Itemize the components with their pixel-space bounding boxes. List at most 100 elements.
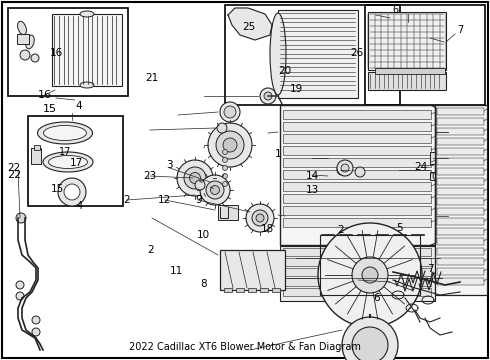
Text: 9: 9 — [195, 195, 202, 205]
Circle shape — [246, 204, 274, 232]
Bar — [437, 158, 484, 165]
Bar — [437, 248, 484, 255]
Text: 17: 17 — [59, 147, 71, 157]
Circle shape — [222, 181, 227, 186]
Text: 18: 18 — [260, 224, 274, 234]
Circle shape — [337, 160, 353, 176]
Text: 26: 26 — [350, 48, 364, 58]
Text: 23: 23 — [143, 171, 156, 181]
Bar — [430, 172, 444, 180]
Bar — [260, 288, 268, 292]
Circle shape — [184, 167, 206, 189]
Text: 2022 Cadillac XT6 Blower Motor & Fan Diagram: 2022 Cadillac XT6 Blower Motor & Fan Dia… — [129, 342, 361, 352]
Circle shape — [220, 102, 240, 122]
Bar — [31, 148, 41, 164]
Circle shape — [64, 184, 80, 200]
Text: 6: 6 — [392, 5, 398, 15]
Circle shape — [222, 158, 227, 162]
Bar — [437, 218, 484, 225]
Circle shape — [337, 165, 347, 175]
Ellipse shape — [38, 122, 93, 144]
Circle shape — [222, 174, 227, 179]
Text: 24: 24 — [414, 162, 427, 172]
Circle shape — [224, 106, 236, 118]
Bar — [283, 110, 431, 119]
Circle shape — [432, 272, 444, 284]
Circle shape — [211, 185, 220, 194]
Circle shape — [352, 257, 388, 293]
Bar — [283, 170, 431, 179]
Bar — [368, 12, 446, 70]
Text: 10: 10 — [197, 230, 210, 240]
Bar — [283, 158, 431, 167]
Bar — [218, 205, 238, 220]
Circle shape — [206, 181, 224, 199]
Ellipse shape — [18, 21, 26, 35]
Ellipse shape — [44, 126, 87, 140]
Circle shape — [260, 88, 276, 104]
Bar — [437, 108, 484, 115]
Circle shape — [16, 292, 24, 300]
Circle shape — [222, 166, 227, 171]
Bar — [280, 246, 435, 301]
Text: 15: 15 — [43, 104, 57, 114]
Circle shape — [200, 175, 230, 205]
Bar — [283, 258, 431, 266]
Ellipse shape — [80, 11, 94, 17]
Circle shape — [252, 210, 268, 226]
Text: 4: 4 — [75, 101, 82, 111]
Text: 14: 14 — [306, 171, 319, 181]
Text: 16: 16 — [38, 90, 52, 100]
Bar — [236, 288, 244, 292]
Ellipse shape — [43, 152, 93, 172]
Circle shape — [341, 164, 349, 172]
Bar — [283, 182, 431, 191]
Text: 17: 17 — [69, 158, 83, 168]
Text: 15: 15 — [51, 184, 65, 194]
Text: 19: 19 — [290, 84, 303, 94]
Circle shape — [222, 149, 227, 154]
Text: 8: 8 — [200, 279, 207, 289]
Bar — [272, 288, 280, 292]
Bar — [34, 145, 40, 150]
Bar — [368, 72, 446, 90]
Bar — [283, 134, 431, 143]
Circle shape — [256, 214, 264, 222]
Circle shape — [58, 178, 86, 206]
Bar — [437, 268, 484, 275]
Text: 12: 12 — [157, 195, 171, 205]
Bar — [283, 194, 431, 203]
Bar — [280, 105, 435, 245]
Bar — [283, 206, 431, 215]
Text: 22: 22 — [7, 170, 21, 180]
Text: 25: 25 — [242, 22, 256, 32]
Bar — [283, 278, 431, 286]
Ellipse shape — [26, 35, 34, 49]
Bar — [283, 218, 431, 227]
Circle shape — [223, 138, 237, 152]
Bar — [375, 68, 445, 74]
Circle shape — [264, 92, 272, 100]
Bar — [437, 198, 484, 205]
Ellipse shape — [49, 156, 88, 168]
Bar — [437, 138, 484, 145]
Bar — [437, 258, 484, 265]
Bar — [17, 34, 29, 44]
Text: 20: 20 — [279, 66, 292, 76]
Circle shape — [318, 223, 422, 327]
Text: 13: 13 — [306, 185, 319, 195]
Bar — [437, 238, 484, 245]
Ellipse shape — [80, 82, 94, 88]
Circle shape — [208, 123, 252, 167]
Text: 2: 2 — [123, 195, 130, 205]
Bar — [225, 5, 400, 105]
Text: 7: 7 — [427, 264, 434, 274]
Text: 1: 1 — [275, 149, 282, 159]
Circle shape — [20, 50, 30, 60]
Bar — [220, 250, 285, 290]
Circle shape — [342, 317, 398, 360]
Circle shape — [16, 281, 24, 289]
Circle shape — [195, 180, 205, 190]
Circle shape — [355, 167, 365, 177]
Text: 21: 21 — [145, 73, 159, 84]
